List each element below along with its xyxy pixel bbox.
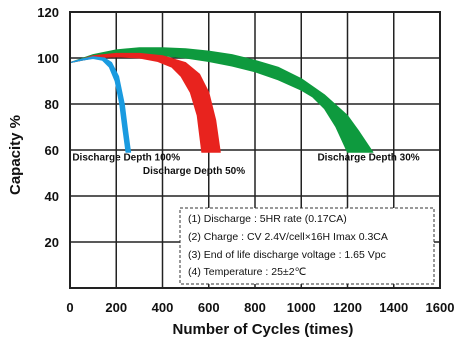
y-tick-label: 20	[45, 235, 59, 250]
series-label: Discharge Depth 100%	[72, 152, 180, 163]
x-tick-label: 1000	[287, 300, 316, 315]
series-areas	[69, 47, 374, 153]
axis-ticks: 0 200 400 600 800 1000 1200 1400 1600 20 40 60 80 100…	[37, 5, 454, 315]
plot-border	[69, 11, 441, 289]
test-conditions-box: (1) Discharge : 5HR rate (0.17CA) (2) Ch…	[179, 207, 435, 285]
note-temperature: (4) Temperature : 25±2℃	[188, 266, 307, 278]
x-tick-label: 600	[198, 300, 220, 315]
y-tick-label: 120	[37, 5, 59, 20]
note-charge-condition: (2) Charge : CV 2.4V/cell×16H Imax 0.3CA	[188, 231, 388, 243]
notes-border	[179, 207, 435, 285]
note-end-voltage: (3) End of life discharge voltage : 1.65…	[188, 249, 386, 261]
y-tick-label: 40	[45, 189, 59, 204]
series-band-discharge-depth-30-	[69, 47, 374, 153]
x-axis-title: Number of Cycles (times)	[173, 321, 354, 338]
series-label: Discharge Depth 30%	[317, 152, 419, 163]
y-tick-label: 100	[37, 51, 59, 66]
y-tick-label: 60	[45, 143, 59, 158]
y-axis-title: Capacity %	[7, 115, 24, 195]
series-band-discharge-depth-100-	[69, 56, 132, 153]
series-label: Discharge Depth 50%	[143, 166, 245, 177]
x-tick-label: 400	[152, 300, 174, 315]
x-tick-label: 1600	[426, 300, 455, 315]
x-tick-label: 1200	[333, 300, 362, 315]
x-tick-label: 0	[66, 300, 73, 315]
x-tick-label: 800	[244, 300, 266, 315]
plot-frame	[69, 11, 441, 289]
x-tick-label: 200	[105, 300, 127, 315]
series-band-discharge-depth-50-	[69, 52, 221, 153]
x-tick-label: 1400	[379, 300, 408, 315]
note-discharge-rate: (1) Discharge : 5HR rate (0.17CA)	[188, 213, 347, 225]
y-tick-label: 80	[45, 97, 59, 112]
series-labels: Discharge Depth 100% Discharge Depth 50% D…	[72, 152, 419, 177]
